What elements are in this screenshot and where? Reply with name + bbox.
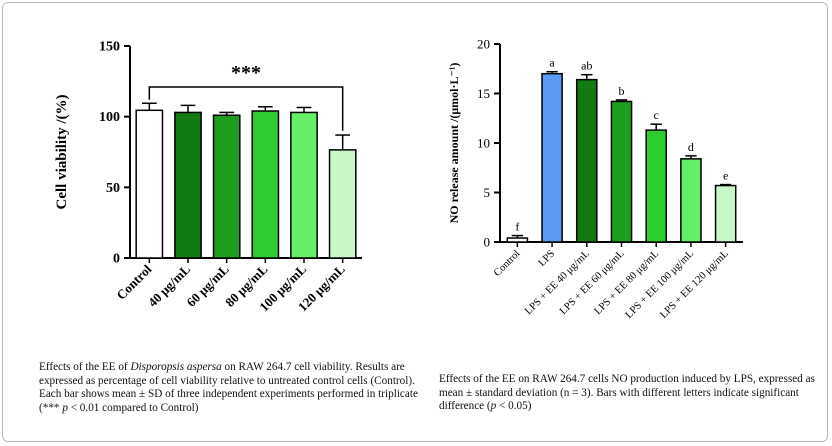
y-tick-label: 100: [99, 110, 120, 125]
significance-letter: a: [549, 56, 555, 70]
caption-right-part1: Effects of the EE on RAW 264.7 cells NO …: [439, 373, 815, 413]
significance-letter: c: [654, 108, 659, 122]
x-tick-label: LPS + EE 100 μg/mL: [624, 248, 696, 320]
significance-stars: ***: [231, 62, 261, 84]
y-tick-label: 0: [484, 235, 491, 250]
caption-left-pvar: p: [62, 401, 68, 414]
x-tick-label: Control: [492, 248, 523, 279]
significance-letter: e: [723, 169, 728, 183]
x-tick-label: LPS + EE 120 μg/mL: [658, 248, 730, 320]
bar: [135, 109, 164, 259]
x-tick-label: LPS + EE 40 μg/mL: [523, 248, 592, 317]
bar: [610, 100, 633, 243]
y-tick-label: 5: [484, 185, 491, 200]
bar: [290, 111, 318, 259]
bar: [328, 149, 357, 259]
x-tick-label: LPS + EE 60 μg/mL: [558, 248, 627, 317]
x-tick-label: LPS + EE 80 μg/mL: [593, 248, 662, 317]
bar: [714, 184, 737, 243]
caption-left-part2: on RAW 264.7 cell viability. Results are…: [39, 361, 418, 414]
caption-left-species: Disporopsis aspersa: [130, 361, 222, 373]
y-tick-label: 15: [477, 86, 490, 101]
no-release-y-axis-label: NO release amount /(μmol·L⁻¹): [447, 63, 461, 224]
significance-letter: b: [619, 84, 625, 98]
bar: [251, 110, 280, 259]
y-tick-label: 0: [113, 252, 120, 267]
bar: [645, 129, 668, 243]
significance-letter: f: [515, 220, 519, 234]
bar: [575, 78, 598, 243]
y-tick-label: 10: [477, 136, 490, 151]
bar: [506, 237, 529, 243]
y-tick-label: 150: [99, 40, 120, 55]
caption-no-release: Effects of the EE on RAW 264.7 cells NO …: [439, 373, 832, 414]
viability-y-axis-label: Cell viability /(%): [54, 95, 70, 210]
caption-right-part2: < 0.05): [496, 400, 532, 413]
bar: [541, 72, 563, 243]
significance-bracket: [148, 86, 344, 131]
caption-left-part1: Effects of the EE of: [39, 361, 131, 373]
bar: [680, 158, 702, 243]
significance-letter: d: [688, 140, 694, 154]
significance-letter: ab: [581, 59, 592, 73]
bar: [212, 114, 241, 259]
caption-right-pvar: p: [490, 400, 497, 413]
bar: [174, 111, 202, 259]
caption-cell-viability: Effects of the EE of Disporopsis aspersa…: [39, 361, 424, 415]
y-tick-label: 20: [477, 37, 490, 52]
caption-left-part3: < 0.01 compared to Control): [67, 401, 199, 414]
no-release-chart: 0 5 10 15 20 NO release amount /(μmol·L⁻¹) Con…: [447, 37, 743, 321]
x-tick-label: LPS: [537, 248, 558, 269]
y-tick-label: 50: [106, 181, 120, 196]
